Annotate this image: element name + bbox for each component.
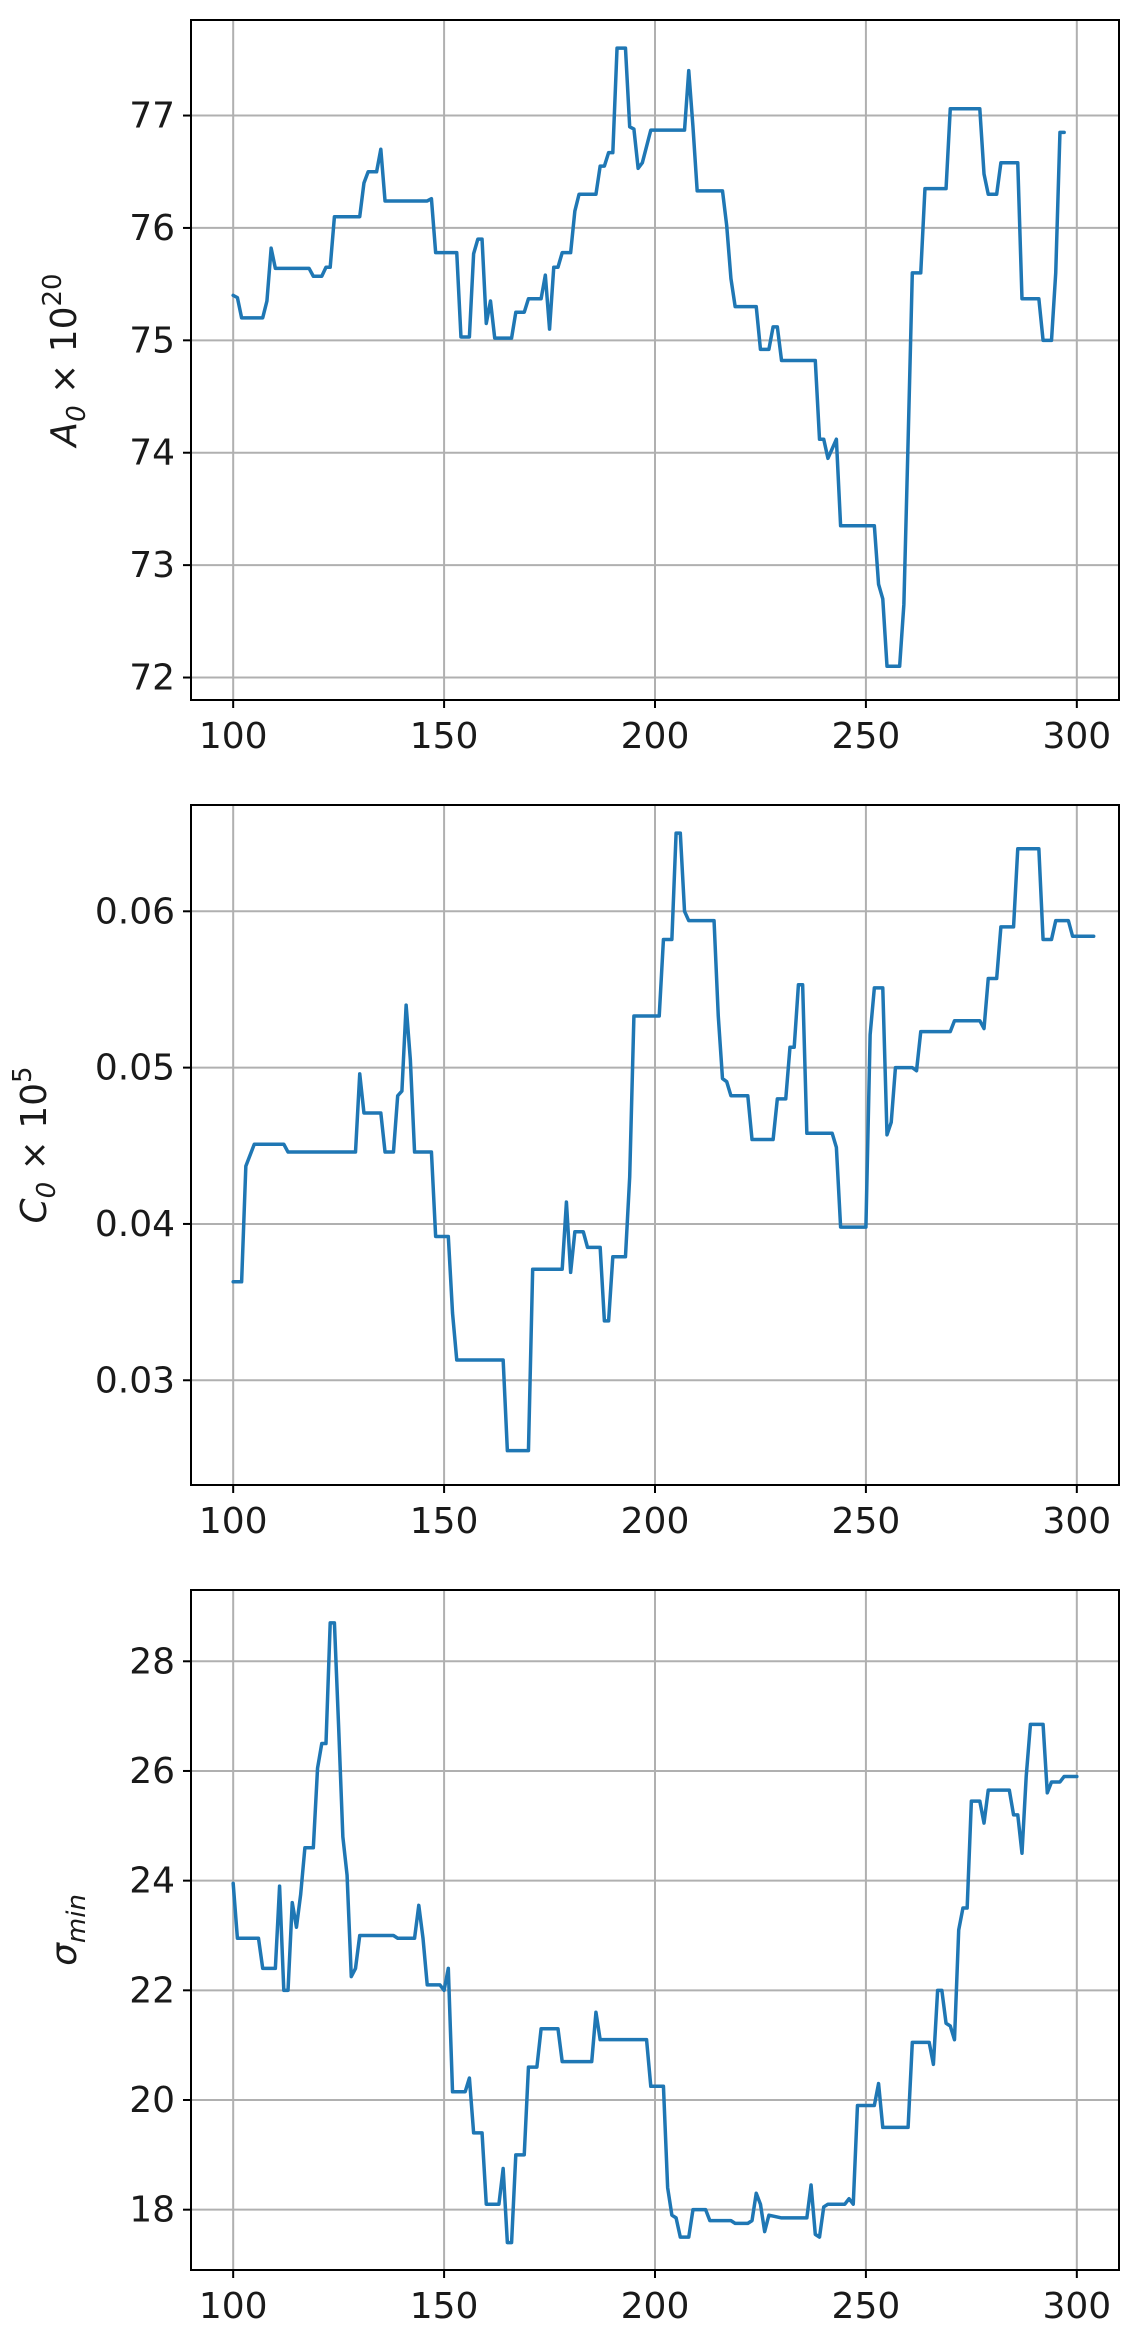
y-tick-label: 0.03 xyxy=(95,1360,175,1401)
x-tick-label: 150 xyxy=(410,2286,479,2327)
y-tick-label: 20 xyxy=(129,2080,175,2121)
y-tick-label: 28 xyxy=(129,1641,175,1682)
y-tick-label: 0.05 xyxy=(95,1048,175,1089)
x-tick-label: 100 xyxy=(199,2286,268,2327)
series-line xyxy=(231,831,1096,1453)
y-tick-label: 76 xyxy=(129,208,175,249)
x-tick-label: 100 xyxy=(199,1501,268,1542)
y-tick-label: 18 xyxy=(129,2190,175,2231)
y-axis-label: σmin xyxy=(44,1894,92,1966)
chart-panel-3: 100 150 200 250 300 18 20 22 24 26 28 σmin xyxy=(44,1589,1120,2327)
x-tick-label: 200 xyxy=(621,2286,690,2327)
y-tick-label: 24 xyxy=(129,1861,175,1902)
x-tick-label: 300 xyxy=(1042,2286,1111,2327)
x-tick-label: 250 xyxy=(832,2286,901,2327)
x-tick-label: 150 xyxy=(410,716,479,757)
chart-panel-2: 100 150 200 250 300 0.03 0.04 0.05 0.06 C0 × 105 xyxy=(8,804,1120,1542)
y-tick-label: 26 xyxy=(129,1751,175,1792)
x-tick-label: 200 xyxy=(621,1501,690,1542)
y-tick-label: 73 xyxy=(129,545,175,586)
chart-panel-1: 100 150 200 250 300 72 73 74 75 76 77 A0 × 1020 xyxy=(38,19,1120,757)
x-tick-label: 250 xyxy=(832,716,901,757)
y-tick-label: 0.04 xyxy=(95,1204,175,1245)
x-tick-label: 300 xyxy=(1042,716,1111,757)
x-tick-label: 100 xyxy=(199,716,268,757)
y-tick-label: 75 xyxy=(129,320,175,361)
x-tick-label: 250 xyxy=(832,1501,901,1542)
x-tick-label: 300 xyxy=(1042,1501,1111,1542)
x-tick-label: 200 xyxy=(621,716,690,757)
series-line xyxy=(231,46,1066,669)
y-tick-label: 22 xyxy=(129,1970,175,2011)
y-tick-label: 72 xyxy=(129,658,175,699)
y-tick-label: 0.06 xyxy=(95,891,175,932)
y-tick-label: 74 xyxy=(129,433,175,474)
y-tick-label: 77 xyxy=(129,96,175,137)
x-tick-label: 150 xyxy=(410,1501,479,1542)
y-axis-label: A0 × 1020 xyxy=(38,273,92,448)
series-line xyxy=(231,1621,1079,2245)
y-axis-label: C0 × 105 xyxy=(8,1066,62,1223)
